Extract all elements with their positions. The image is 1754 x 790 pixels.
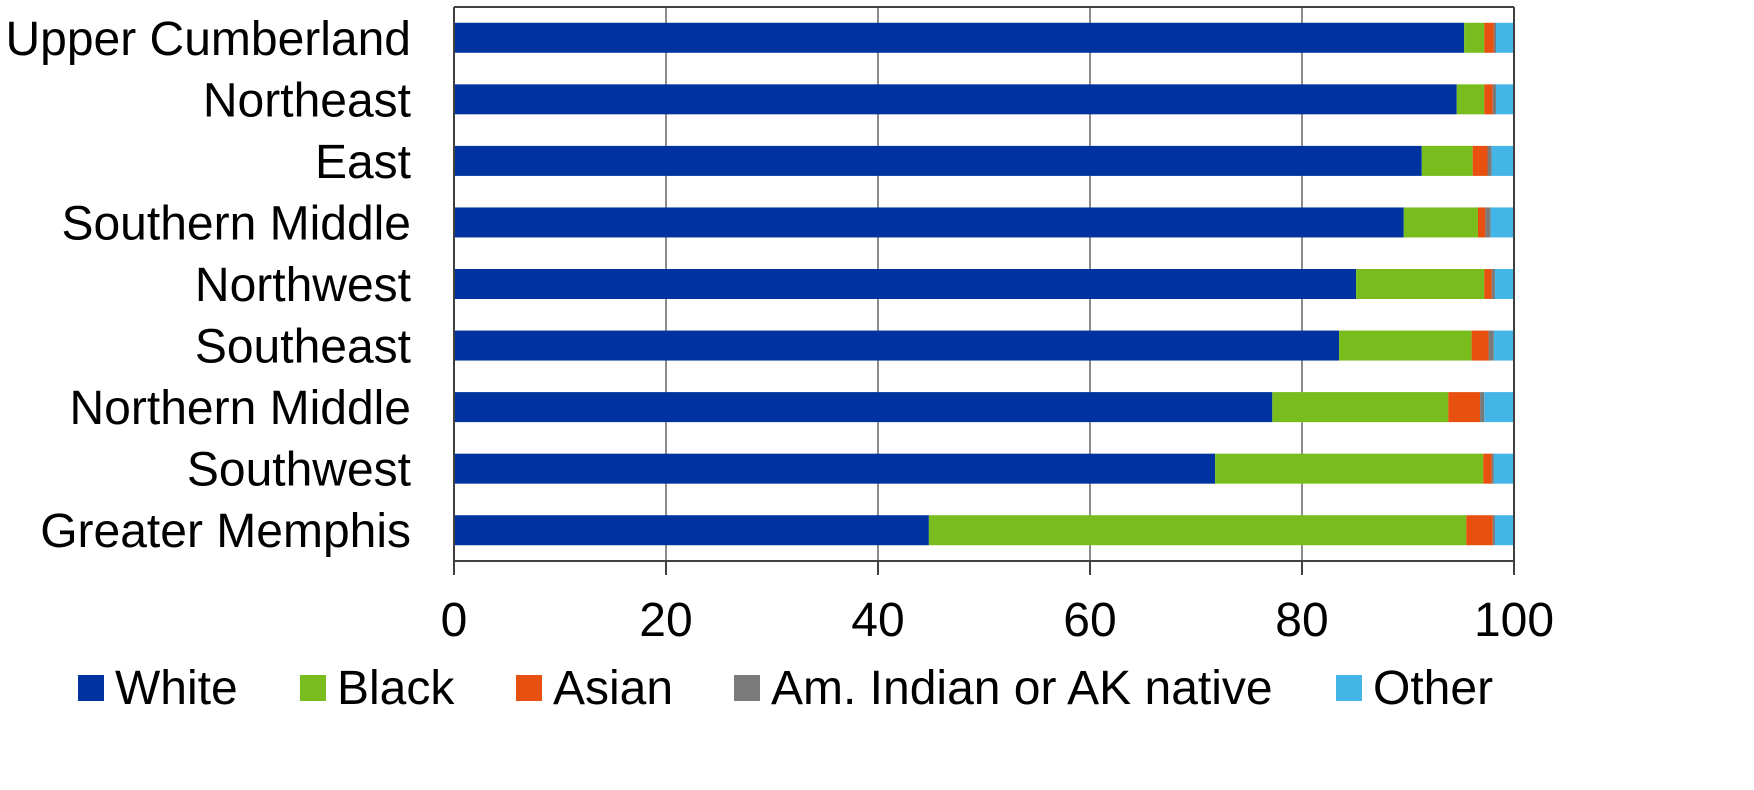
legend-item-am-indian-or-ak-native: Am. Indian or AK native (734, 662, 1273, 715)
bar-east-black (1421, 145, 1473, 176)
bar-northwest-black (1356, 269, 1485, 299)
bar-southwest-other (1493, 453, 1514, 484)
bar-southern-middle-black (1403, 207, 1478, 238)
legend-swatch (300, 675, 326, 701)
category-label: Southwest (187, 444, 411, 497)
category-label: Northeast (203, 74, 411, 127)
category-label: Southeast (195, 321, 411, 374)
bar-upper-cumberland-black (1464, 22, 1485, 53)
legend-label: Asian (553, 662, 673, 715)
bar-northern-middle-other (1484, 392, 1514, 423)
bar-northwest-white (454, 269, 1357, 299)
bar-northern-middle-asian (1448, 392, 1481, 423)
category-label: Northwest (195, 259, 411, 312)
x-tick-label: 80 (1275, 594, 1328, 647)
legend-item-other: Other (1336, 662, 1493, 715)
category-labels: Upper Cumberland Northeast East Southern Mi… (5, 13, 411, 558)
x-tick-label: 0 (441, 594, 468, 647)
x-tick-label: 40 (851, 594, 904, 647)
bar-upper-cumberland-am-indian-or-ak-native (1493, 22, 1496, 53)
legend-item-asian: Asian (516, 662, 673, 715)
legend-swatch (1336, 675, 1362, 701)
bar-northeast-black (1456, 84, 1485, 115)
bar-southeast-am-indian-or-ak-native (1488, 330, 1494, 361)
bar-southwest-am-indian-or-ak-native (1491, 453, 1494, 484)
bar-southern-middle-asian (1477, 207, 1486, 238)
legend: White Black Asian Am. Indian or AK native Ot… (78, 662, 1493, 715)
bar-northern-middle-black (1272, 392, 1449, 423)
legend-label: Black (337, 662, 455, 715)
bar-upper-cumberland-other (1495, 22, 1514, 53)
category-label: Upper Cumberland (5, 13, 411, 66)
bar-east-other (1491, 145, 1514, 176)
tick-labels: 0 20 40 60 80 100 (441, 594, 1554, 647)
x-tick-label: 20 (639, 594, 692, 647)
bar-east-asian (1472, 145, 1488, 176)
legend-item-black: Black (300, 662, 455, 715)
bar-upper-cumberland-white (454, 22, 1465, 53)
category-label: Northern Middle (70, 382, 411, 435)
bar-east-am-indian-or-ak-native (1487, 145, 1492, 176)
bar-northwest-am-indian-or-ak-native (1491, 269, 1495, 299)
bar-southeast-white (454, 330, 1340, 361)
bar-upper-cumberland-asian (1484, 22, 1494, 53)
legend-label: Other (1373, 662, 1493, 715)
bar-greater-memphis-asian (1466, 515, 1493, 546)
bar-northern-middle-white (454, 392, 1273, 423)
axes (453, 6, 1515, 575)
x-tick-label: 100 (1474, 594, 1554, 647)
bar-southwest-white (454, 453, 1216, 484)
bar-southern-middle-white (454, 207, 1404, 238)
bar-southeast-black (1339, 330, 1472, 361)
bars (454, 22, 1514, 546)
bar-southwest-black (1215, 453, 1484, 484)
legend-label: Am. Indian or AK native (771, 662, 1273, 715)
bar-southeast-other (1493, 330, 1514, 361)
legend-swatch (516, 675, 542, 701)
bar-northern-middle-am-indian-or-ak-native (1480, 392, 1485, 423)
bar-east-white (454, 145, 1422, 176)
bar-southeast-asian (1471, 330, 1489, 361)
bar-northeast-asian (1484, 84, 1493, 115)
bar-southern-middle-other (1490, 207, 1514, 238)
legend-item-white: White (78, 662, 238, 715)
bar-northwest-other (1494, 269, 1514, 299)
legend-swatch (78, 675, 104, 701)
category-label: Greater Memphis (40, 505, 411, 558)
bar-southwest-asian (1483, 453, 1492, 484)
category-label: East (315, 136, 411, 189)
category-label: Southern Middle (61, 197, 411, 250)
bar-northwest-asian (1484, 269, 1492, 299)
legend-swatch (734, 675, 760, 701)
bar-greater-memphis-white (454, 515, 929, 546)
bar-northeast-white (454, 84, 1457, 115)
x-tick-label: 60 (1063, 594, 1116, 647)
bar-southern-middle-am-indian-or-ak-native (1485, 207, 1491, 238)
bar-northeast-other (1495, 84, 1514, 115)
bar-northeast-am-indian-or-ak-native (1492, 84, 1496, 115)
bar-greater-memphis-other (1494, 515, 1514, 546)
legend-label: White (115, 662, 238, 715)
bar-greater-memphis-black (928, 515, 1467, 546)
bar-greater-memphis-am-indian-or-ak-native (1492, 515, 1495, 546)
